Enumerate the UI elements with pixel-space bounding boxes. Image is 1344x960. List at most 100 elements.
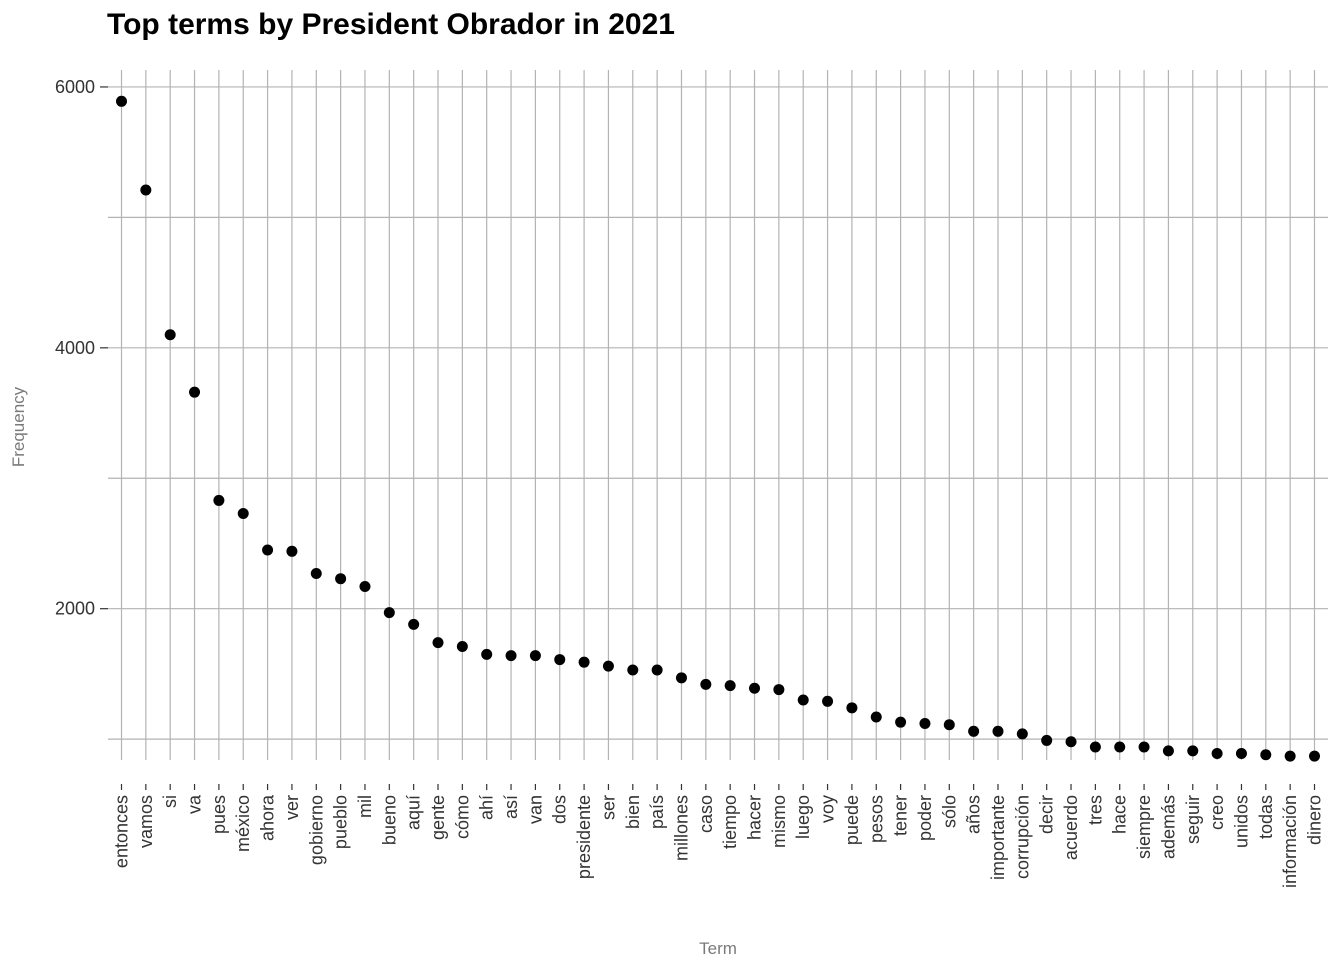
x-tick-label: si <box>160 795 180 808</box>
x-tick-label: méxico <box>233 795 253 852</box>
x-tick-label: presidente <box>574 795 594 879</box>
data-point <box>724 680 736 692</box>
x-tick-label: tres <box>1085 795 1105 825</box>
x-tick-label: todas <box>1256 795 1276 839</box>
y-tick-label: 4000 <box>55 338 95 358</box>
x-tick-label: años <box>964 795 984 834</box>
x-tick-label: van <box>525 795 545 824</box>
data-point <box>1260 749 1272 761</box>
x-tick-label: pueblo <box>331 795 351 849</box>
x-tick-label: dinero <box>1305 795 1325 845</box>
x-tick-label: unidos <box>1231 795 1251 848</box>
x-tick-label: pesos <box>866 795 886 843</box>
data-point <box>895 716 907 728</box>
x-tick-label: decir <box>1037 795 1057 834</box>
x-tick-label: caso <box>696 795 716 833</box>
x-tick-label: gobierno <box>306 795 326 865</box>
data-point <box>213 494 225 506</box>
data-point <box>651 664 663 676</box>
data-point <box>749 682 761 694</box>
data-point <box>310 567 322 579</box>
data-point <box>919 717 931 729</box>
x-tick-label: importante <box>988 795 1008 880</box>
data-point <box>578 656 590 668</box>
data-point <box>286 545 298 557</box>
data-point <box>481 648 493 660</box>
data-point <box>1016 728 1028 740</box>
grid-lines <box>108 70 1328 760</box>
data-point <box>627 664 639 676</box>
data-point <box>1162 745 1174 757</box>
data-point <box>456 641 468 653</box>
x-tick-label: va <box>185 794 205 814</box>
x-tick-label: luego <box>793 795 813 839</box>
x-tick-label: poder <box>915 795 935 841</box>
x-tick-label: aquí <box>404 795 424 830</box>
x-tick-label: cómo <box>452 795 472 839</box>
data-point <box>505 650 517 662</box>
chart-title: Top terms by President Obrador in 2021 <box>107 8 675 41</box>
x-tick-label: entonces <box>112 795 132 868</box>
data-point <box>968 725 980 737</box>
x-tick-label: ahora <box>258 794 278 841</box>
data-point <box>675 672 687 684</box>
data-point <box>237 507 249 519</box>
data-point <box>529 650 541 662</box>
x-tick-label: acuerdo <box>1061 795 1081 860</box>
data-point <box>846 702 858 714</box>
data-point <box>1138 741 1150 753</box>
x-tick-label: hacer <box>745 795 765 840</box>
data-point <box>602 660 614 672</box>
x-tick-label: seguir <box>1183 795 1203 844</box>
x-tick-label: sólo <box>939 795 959 828</box>
data-point <box>700 678 712 690</box>
data-point <box>797 694 809 706</box>
y-tick-label: 6000 <box>55 77 95 97</box>
x-tick-label: voy <box>818 795 838 823</box>
x-tick-label: además <box>1158 795 1178 859</box>
data-point <box>822 695 834 707</box>
x-tick-label: hace <box>1110 795 1130 834</box>
x-tick-label: ahí <box>477 795 497 820</box>
x-tick-label: tener <box>891 795 911 836</box>
y-axis-title: Frequency <box>9 386 28 467</box>
data-point <box>870 711 882 723</box>
data-point <box>1211 747 1223 759</box>
x-tick-label: siempre <box>1134 795 1154 859</box>
data-point <box>1089 741 1101 753</box>
x-tick-label: millones <box>671 795 691 861</box>
data-point <box>164 329 176 341</box>
data-point <box>554 654 566 666</box>
data-point <box>1309 750 1320 762</box>
x-tick-label: dos <box>550 795 570 824</box>
data-point <box>773 684 785 696</box>
x-tick-label: mismo <box>769 795 789 848</box>
data-point <box>1114 741 1126 753</box>
data-point <box>383 607 395 619</box>
data-point <box>992 725 1004 737</box>
data-point <box>943 719 955 731</box>
data-point <box>116 95 127 107</box>
data-points <box>116 95 1320 762</box>
x-tick-label: ver <box>282 795 302 820</box>
x-tick-label: puede <box>842 795 862 845</box>
data-point <box>432 637 444 649</box>
data-point <box>1187 745 1199 757</box>
x-tick-label: creo <box>1207 795 1227 830</box>
y-tick-label: 2000 <box>55 599 95 619</box>
x-tick-label: mil <box>355 795 375 818</box>
data-point <box>1235 747 1247 759</box>
x-tick-label: información <box>1280 795 1300 888</box>
data-point <box>262 544 274 556</box>
x-tick-label: vamos <box>136 795 156 848</box>
data-point <box>359 581 371 593</box>
x-tick-label: bueno <box>379 795 399 845</box>
x-tick-label: país <box>647 795 667 829</box>
data-point <box>408 618 420 630</box>
data-point <box>189 386 201 398</box>
data-point <box>140 184 152 196</box>
x-tick-label: así <box>501 795 521 819</box>
x-axis-title: Term <box>699 939 737 958</box>
